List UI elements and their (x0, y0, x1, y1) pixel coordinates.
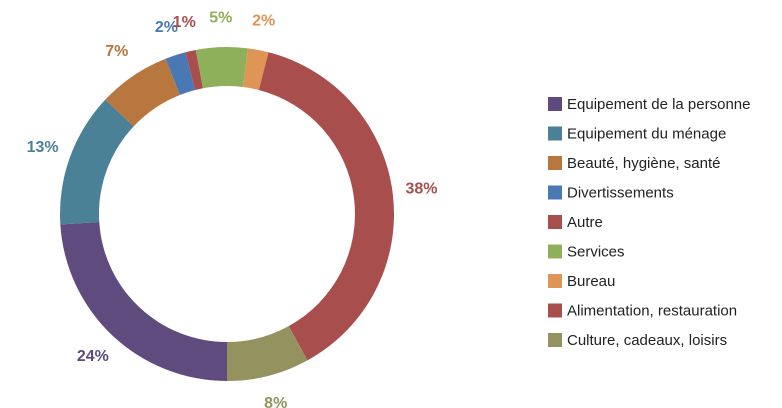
donut-slice (105, 58, 180, 127)
legend-swatch (548, 97, 562, 111)
value-label: 2% (155, 19, 178, 36)
legend-swatch (548, 274, 562, 288)
legend-label: Autre (567, 214, 603, 231)
donut-slice (60, 99, 134, 225)
legend-swatch (548, 333, 562, 347)
value-label: 2% (252, 13, 275, 30)
legend-label: Bureau (567, 273, 615, 290)
legend-label: Alimentation, restauration (567, 302, 737, 319)
legend-swatch (548, 303, 562, 318)
legend-label: Beauté, hygiène, santé (567, 155, 720, 172)
value-label: 5% (209, 9, 232, 26)
legend-swatch (548, 244, 562, 259)
value-label: 8% (264, 395, 287, 408)
legend-swatch (548, 156, 562, 170)
value-label: 24% (77, 348, 109, 365)
value-label: 13% (27, 139, 59, 156)
legend-swatch (548, 126, 562, 141)
legend-label: Culture, cadeaux, loisirs (567, 332, 727, 349)
donut-slice (165, 52, 196, 95)
legend-label: Equipement de la personne (567, 96, 750, 113)
legend-label: Divertissements (567, 184, 674, 201)
value-label: 1% (173, 14, 196, 31)
donut-slice (195, 47, 248, 89)
donut-slice (227, 326, 308, 381)
donut-slice (185, 49, 204, 91)
legend-swatch (548, 185, 562, 200)
legend-swatch (548, 215, 562, 229)
legend-label: Services (567, 243, 625, 260)
value-label: 38% (405, 181, 437, 198)
donut-slice (243, 48, 269, 91)
donut-slice (60, 222, 228, 381)
donut-slice (258, 52, 394, 361)
legend-label: Equipement du ménage (567, 125, 726, 142)
value-label: 7% (105, 43, 128, 60)
